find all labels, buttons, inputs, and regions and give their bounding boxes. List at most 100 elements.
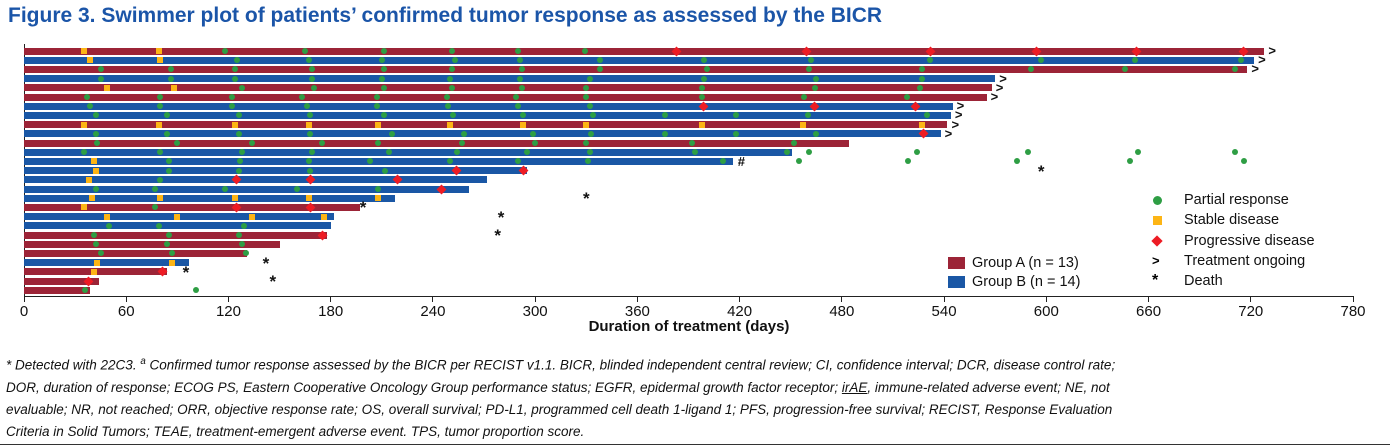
partial-response-marker: [813, 75, 820, 82]
partial-response-marker: [719, 158, 726, 165]
swimmer-bar: [24, 84, 992, 92]
legend-label: Treatment ongoing: [1184, 252, 1306, 269]
x-axis-line: [23, 296, 1354, 297]
partial-response-marker: [704, 66, 711, 73]
stable-disease-marker: [155, 121, 162, 128]
partial-response-marker: [583, 94, 590, 100]
figure-title: Figure 3. Swimmer plot of patients’ conf…: [8, 4, 883, 27]
partial-response-marker: [516, 57, 523, 64]
group-legend-label: Group A (n = 13): [972, 255, 1079, 271]
x-axis-tick-label: 300: [522, 303, 548, 320]
partial-response-marker: [515, 103, 522, 110]
death-marker: *: [1037, 161, 1045, 181]
partial-response-marker: [232, 75, 239, 82]
partial-response-marker: [235, 112, 242, 119]
partial-response-marker: [520, 112, 527, 119]
x-axis-tick-label: 720: [1238, 303, 1264, 320]
partial-response-marker: [165, 167, 172, 174]
partial-response-marker: [90, 232, 97, 238]
partial-response-marker: [460, 130, 467, 137]
partial-response-marker: [784, 149, 791, 156]
partial-response-marker: [523, 149, 530, 156]
stable-disease-marker: [92, 167, 99, 174]
stable-disease-marker: [94, 259, 101, 266]
x-axis-tick: [534, 297, 536, 302]
footnote-line: Criteria in Solid Tumors; TEAE, treatmen…: [6, 421, 1388, 443]
group-color-swatch: [948, 276, 965, 288]
footnote-text: , immune-related adverse event; NE, not: [867, 379, 1110, 395]
stable-disease-marker: [90, 268, 97, 275]
partial-response-marker: [298, 94, 305, 100]
partial-response-marker: [445, 103, 452, 110]
partial-response-marker: [903, 94, 910, 100]
partial-response-marker: [380, 112, 387, 119]
x-axis-tick-label: 420: [727, 303, 753, 320]
death-marker: *: [582, 189, 590, 209]
stable-disease-marker: [583, 121, 590, 128]
group-color-swatch: [948, 257, 965, 269]
stable-disease-marker: [157, 195, 164, 202]
swimmer-bar: [24, 231, 328, 239]
x-axis-tick: [1250, 297, 1252, 302]
partial-response-marker: [1131, 57, 1138, 64]
swimmer-bar: [24, 102, 953, 110]
x-axis-tick: [1352, 297, 1354, 302]
partial-response-marker: [917, 84, 924, 91]
partial-response-marker: [661, 112, 668, 119]
partial-response-marker: [813, 130, 820, 137]
bottom-rule: [0, 444, 1390, 445]
partial-response-marker: [583, 84, 590, 91]
x-axis-tick-label: 120: [215, 303, 241, 320]
partial-response-marker: [249, 140, 256, 146]
partial-response-marker: [305, 57, 312, 64]
partial-response-marker: [237, 158, 244, 165]
partial-response-marker: [165, 232, 172, 238]
footnote-text: Confirmed tumor response assessed by the…: [145, 357, 1116, 373]
partial-response-marker: [596, 57, 603, 64]
stable-disease-marker: [157, 57, 164, 64]
footnote-text: Criteria in Solid Tumors; TEAE, treatmen…: [6, 423, 585, 439]
partial-response-marker: [97, 75, 104, 82]
x-axis-tick-label: 240: [420, 303, 446, 320]
footnote: * Detected with 22C3. a Confirmed tumor …: [6, 351, 1388, 443]
partial-response-marker: [94, 140, 101, 146]
partial-response-marker: [380, 84, 387, 91]
partial-response-marker: [242, 250, 249, 257]
death-marker: *: [359, 198, 367, 218]
partial-response-marker: [235, 130, 242, 137]
partial-response-marker: [700, 57, 707, 64]
partial-response-marker: [518, 66, 525, 73]
treatment-ongoing-legend-icon: >: [1152, 252, 1160, 268]
swimmer-bar: [24, 203, 360, 211]
partial-response-marker: [380, 48, 387, 54]
x-axis-tick-label: 0: [19, 303, 29, 320]
partial-response-marker: [927, 57, 934, 64]
progressive-disease-legend-icon: [1151, 234, 1163, 247]
partial-response-marker: [581, 48, 588, 54]
partial-response-marker: [586, 149, 593, 156]
partial-response-marker: [596, 66, 603, 73]
partial-response-marker: [193, 287, 200, 294]
partial-response-marker: [92, 241, 99, 248]
partial-response-marker: [164, 112, 171, 119]
partial-response-marker: [310, 84, 317, 91]
stable-disease-marker: [799, 121, 806, 128]
partial-response-marker: [228, 103, 235, 110]
partial-response-marker: [699, 94, 706, 100]
partial-response-marker: [1024, 149, 1031, 156]
partial-response-marker: [1240, 158, 1247, 165]
partial-response-marker: [1237, 57, 1244, 64]
partial-response-marker: [446, 75, 453, 82]
stable-disease-marker: [232, 195, 239, 202]
partial-response-marker: [92, 186, 99, 192]
group-legend-label: Group B (n = 14): [972, 274, 1081, 290]
stable-disease-marker: [375, 195, 382, 202]
partial-response-marker: [97, 250, 104, 257]
x-axis-tick-label: 660: [1136, 303, 1162, 320]
stable-disease-marker: [80, 121, 87, 128]
partial-response-marker: [590, 112, 597, 119]
partial-response-marker: [307, 167, 314, 174]
group-legend-item: Group B (n = 14): [0, 275, 1390, 291]
partial-response-marker: [97, 66, 104, 73]
partial-response-marker: [453, 149, 460, 156]
